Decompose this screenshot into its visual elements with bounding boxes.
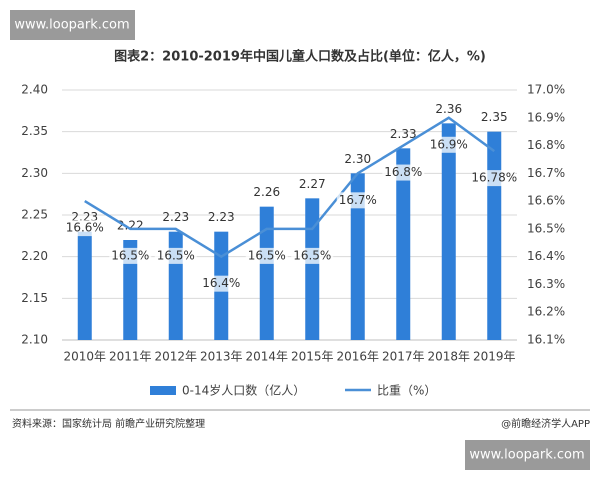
line bbox=[84, 116, 495, 259]
legend-swatch bbox=[150, 386, 176, 395]
watermark-box bbox=[465, 440, 590, 470]
y-tick-label: 2.10 bbox=[21, 333, 48, 347]
credit: @前瞻经济学人APP bbox=[501, 417, 590, 430]
bar bbox=[350, 173, 365, 340]
x-tick-label: 2010年 bbox=[63, 350, 106, 364]
x-tick-label: 2012年 bbox=[154, 350, 197, 364]
chart-title: 图表2：2010-2019年中国儿童人口数及占比(单位：亿人，%) bbox=[114, 49, 486, 65]
bar-value-label: 2.35 bbox=[481, 110, 508, 124]
line-value-label: 16.8% bbox=[384, 165, 422, 179]
label-bg bbox=[427, 136, 470, 153]
label-bg bbox=[109, 247, 152, 264]
line-value-label: 16.5% bbox=[157, 248, 195, 262]
line-value-label: 16.78% bbox=[471, 171, 517, 185]
x-tick-label: 2016年 bbox=[336, 350, 379, 364]
bar bbox=[487, 131, 502, 340]
line-value-label: 16.7% bbox=[339, 193, 377, 207]
y2-tick-label: 16.2% bbox=[527, 305, 565, 319]
y2-tick-label: 16.9% bbox=[527, 110, 565, 124]
y2-tick-label: 16.1% bbox=[527, 333, 565, 347]
y-tick-label: 2.35 bbox=[21, 124, 48, 138]
x-tick-label: 2017年 bbox=[382, 350, 425, 364]
y2-tick-label: 16.4% bbox=[527, 249, 565, 263]
legend-label: 0-14岁人口数（亿人） bbox=[182, 383, 305, 398]
y2-tick-label: 16.7% bbox=[527, 166, 565, 180]
x-tick-label: 2018年 bbox=[427, 350, 470, 364]
x-tick-label: 2019年 bbox=[473, 350, 516, 364]
x-tick-label: 2013年 bbox=[200, 350, 243, 364]
source: 资料来源：国家统计局 前瞻产业研究院整理 bbox=[12, 417, 205, 430]
x-tick-label: 2014年 bbox=[245, 350, 288, 364]
label-bg bbox=[154, 247, 197, 264]
bar-value-label: 2.23 bbox=[208, 210, 235, 224]
x-tick-label: 2011年 bbox=[109, 350, 152, 364]
bar-value-label: 2.36 bbox=[435, 102, 462, 116]
x-tick-label: 2015年 bbox=[291, 350, 334, 364]
label-bg bbox=[200, 275, 243, 292]
bar-value-label: 2.23 bbox=[162, 210, 189, 224]
y-tick-label: 2.25 bbox=[21, 208, 48, 222]
line-value-label: 16.5% bbox=[248, 248, 286, 262]
y-tick-label: 2.15 bbox=[21, 291, 48, 305]
y-tick-label: 2.30 bbox=[21, 166, 48, 180]
y2-tick-label: 16.3% bbox=[527, 277, 565, 291]
label-bg bbox=[473, 170, 516, 187]
bar-value-label: 2.27 bbox=[299, 177, 326, 191]
line-value-label: 16.9% bbox=[430, 137, 468, 151]
label-bg bbox=[382, 164, 425, 181]
line-value-label: 16.4% bbox=[202, 276, 240, 290]
line-value-label: 16.6% bbox=[66, 221, 104, 235]
y-tick-label: 2.20 bbox=[21, 249, 48, 263]
watermark: www.loopark.com bbox=[469, 448, 584, 463]
line-value-label: 16.5% bbox=[111, 248, 149, 262]
bar bbox=[396, 148, 411, 340]
bar-value-label: 2.33 bbox=[390, 127, 417, 141]
label-bg bbox=[336, 192, 379, 209]
label-bg bbox=[291, 247, 334, 264]
label-bg bbox=[63, 220, 106, 237]
label-bg bbox=[245, 247, 288, 264]
line-value-label: 16.5% bbox=[293, 248, 331, 262]
bar bbox=[305, 198, 320, 340]
bar bbox=[77, 231, 92, 340]
legend-label: 比重（%） bbox=[377, 384, 436, 398]
watermark-box bbox=[10, 10, 135, 40]
bar bbox=[259, 206, 274, 340]
y-tick-label: 2.40 bbox=[21, 83, 48, 97]
y2-tick-label: 16.5% bbox=[527, 221, 565, 235]
watermark: www.loopark.com bbox=[14, 18, 129, 33]
bar bbox=[123, 240, 138, 340]
y2-tick-label: 16.8% bbox=[527, 138, 565, 152]
bar bbox=[441, 123, 456, 340]
y2-tick-label: 16.6% bbox=[527, 194, 565, 208]
bar-value-label: 2.22 bbox=[117, 219, 144, 233]
y2-tick-label: 17.0% bbox=[527, 83, 565, 97]
bar-value-label: 2.26 bbox=[253, 185, 280, 199]
bar-value-label: 2.30 bbox=[344, 152, 371, 166]
